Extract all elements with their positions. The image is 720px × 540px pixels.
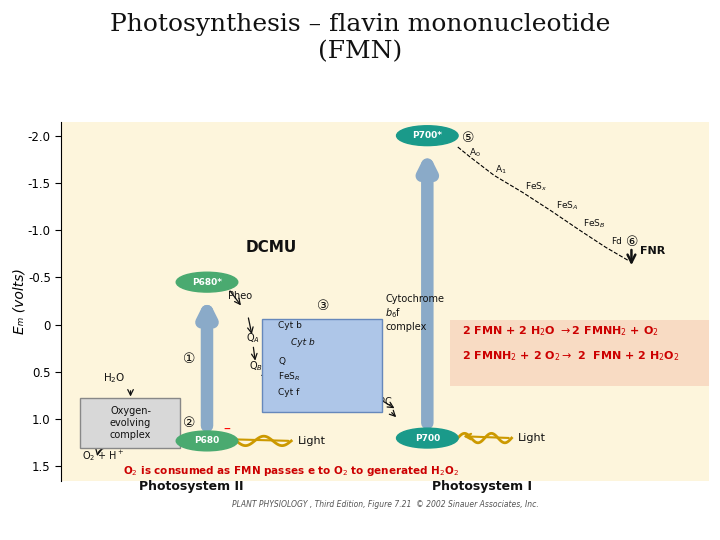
Text: Photosystem I: Photosystem I <box>433 480 532 493</box>
Text: Fd: Fd <box>611 238 621 246</box>
Text: DCMU: DCMU <box>246 240 297 255</box>
FancyBboxPatch shape <box>80 398 181 448</box>
Text: Pheo: Pheo <box>228 291 252 301</box>
Text: FeS$_A$: FeS$_A$ <box>556 199 578 212</box>
Text: Photosynthesis – flavin mononucleotide: Photosynthesis – flavin mononucleotide <box>110 14 610 37</box>
Text: P700: P700 <box>415 434 440 443</box>
Text: O$_2$ is consumed as FMN passes e to O$_2$ to generated H$_2$O$_2$: O$_2$ is consumed as FMN passes e to O$_… <box>122 464 459 478</box>
Text: ④: ④ <box>318 397 330 411</box>
Text: O$_2$ + H$^+$: O$_2$ + H$^+$ <box>82 448 125 463</box>
FancyBboxPatch shape <box>262 320 382 412</box>
Text: ⑥: ⑥ <box>626 234 639 248</box>
Text: Q$_A$: Q$_A$ <box>246 332 260 346</box>
Text: P680*: P680* <box>192 278 222 287</box>
FancyBboxPatch shape <box>450 320 709 386</box>
Text: ⑤: ⑤ <box>462 131 474 145</box>
Text: A$_1$: A$_1$ <box>495 164 507 176</box>
Text: H$_2$O: H$_2$O <box>103 372 125 385</box>
Text: Cyt b: Cyt b <box>279 321 302 329</box>
Text: Cyt b: Cyt b <box>291 339 315 347</box>
Text: –: – <box>223 423 230 436</box>
Text: FNR: FNR <box>640 246 665 256</box>
Text: (FMN): (FMN) <box>318 40 402 64</box>
Ellipse shape <box>176 272 238 292</box>
Text: ②: ② <box>183 416 195 430</box>
Text: P700*: P700* <box>413 131 442 140</box>
Text: A$_0$: A$_0$ <box>469 146 481 159</box>
Text: ①: ① <box>183 352 195 366</box>
Text: P680: P680 <box>194 436 220 446</box>
Text: FeS$_B$: FeS$_B$ <box>583 218 606 230</box>
Text: FeS$_R$: FeS$_R$ <box>279 370 301 383</box>
Text: Q: Q <box>279 357 285 366</box>
Text: Light: Light <box>298 436 325 446</box>
Text: PC: PC <box>379 397 392 407</box>
Text: Photosystem II: Photosystem II <box>138 480 243 493</box>
Ellipse shape <box>176 431 238 451</box>
Text: FeS$_x$: FeS$_x$ <box>524 180 547 193</box>
Text: Cyt f: Cyt f <box>279 388 300 396</box>
Y-axis label: Eₘ (volts): Eₘ (volts) <box>12 268 27 334</box>
Text: 2 FMN + 2 H$_2$O $\rightarrow$2 FMNH$_2$ + O$_2$: 2 FMN + 2 H$_2$O $\rightarrow$2 FMNH$_2$… <box>462 325 658 338</box>
Ellipse shape <box>397 126 458 146</box>
Text: 2 FMNH$_2$ + 2 O$_2$$\rightarrow$ 2  FMN + 2 H$_2$O$_2$: 2 FMNH$_2$ + 2 O$_2$$\rightarrow$ 2 FMN … <box>462 349 679 363</box>
Text: Q$_B$: Q$_B$ <box>249 359 263 373</box>
Text: ③: ③ <box>318 299 330 313</box>
Text: Light: Light <box>518 433 546 443</box>
Text: Cytochrome
$b_6$f
complex: Cytochrome $b_6$f complex <box>385 294 444 332</box>
Text: PLANT PHYSIOLOGY , Third Edition, Figure 7.21  © 2002 Sinauer Associates, Inc.: PLANT PHYSIOLOGY , Third Edition, Figure… <box>232 500 539 509</box>
Text: Oxygen-
evolving
complex: Oxygen- evolving complex <box>110 407 151 440</box>
Text: Y$_Z$: Y$_Z$ <box>170 435 183 449</box>
Ellipse shape <box>397 428 458 448</box>
